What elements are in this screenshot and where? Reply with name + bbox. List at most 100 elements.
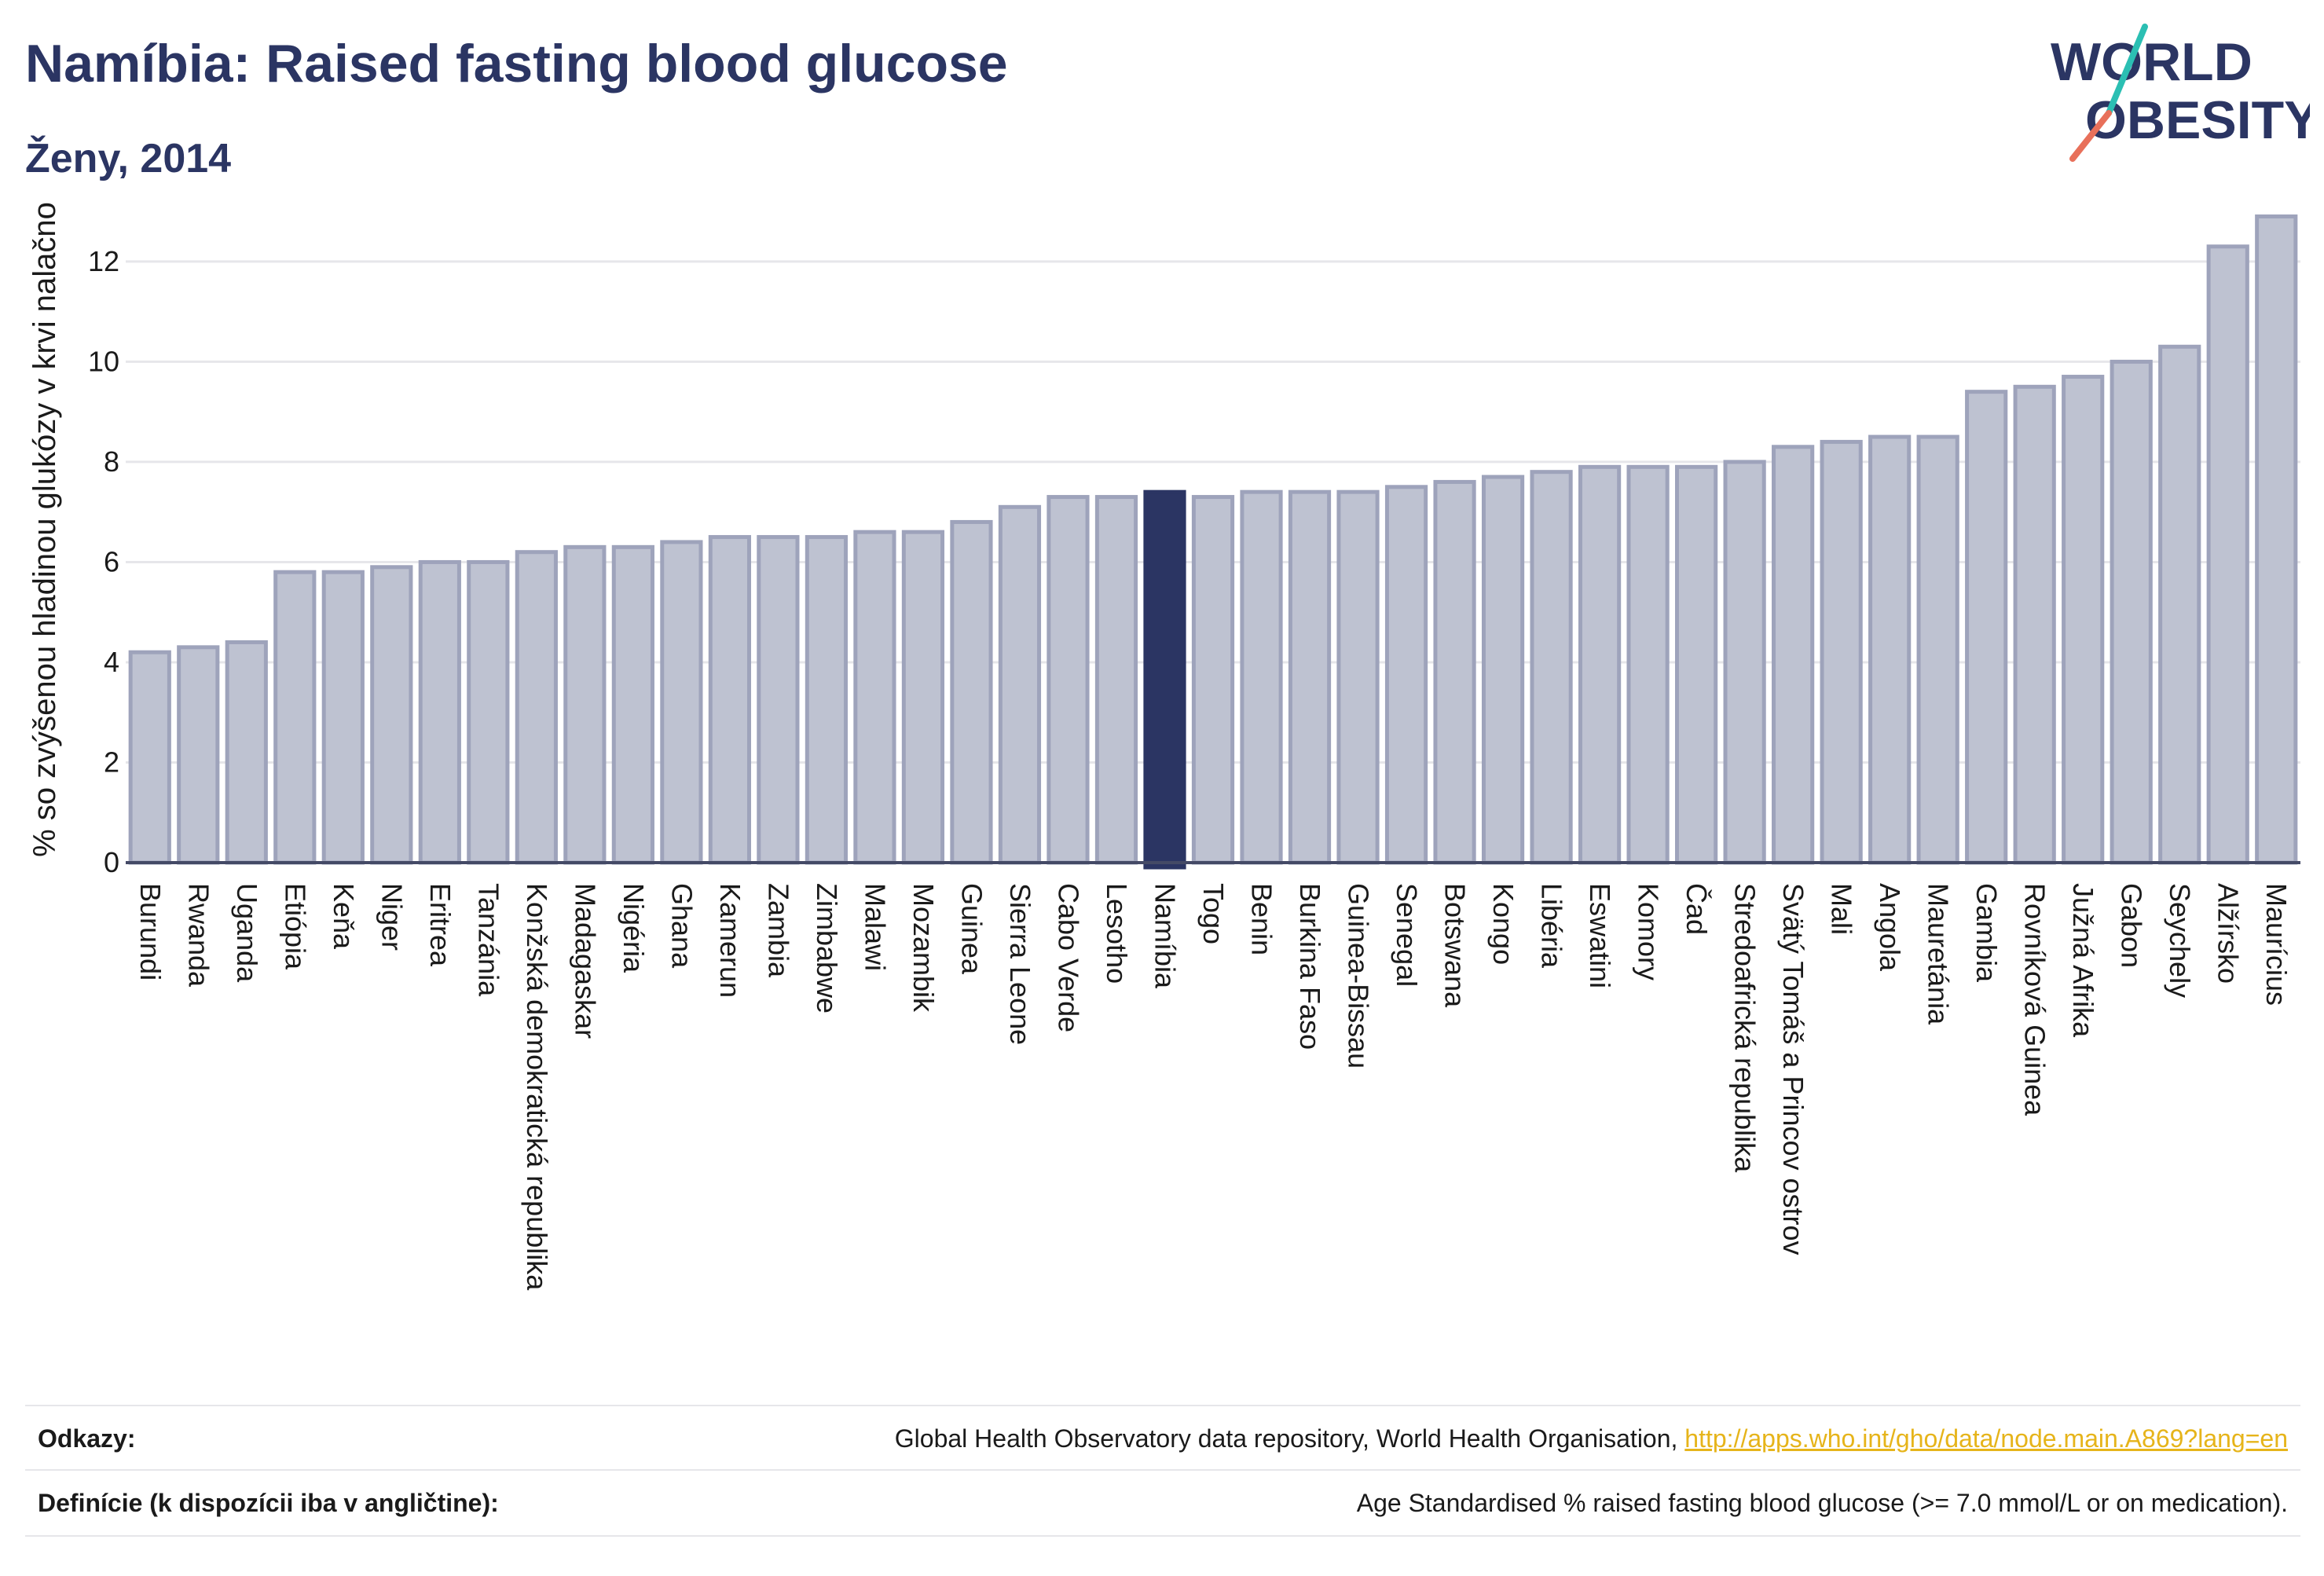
bar <box>128 650 171 865</box>
bar <box>2206 244 2249 865</box>
x-tick-label: Keňa <box>328 883 360 950</box>
x-tick-label: Eswatini <box>1584 883 1616 988</box>
bar <box>1384 485 1428 865</box>
bar <box>1675 464 1718 865</box>
logo-line2: OBESITY <box>2085 90 2310 150</box>
x-tick-label: Konžská demokratická republika <box>521 883 553 1291</box>
x-tick-label: Guinea-Bissau <box>1343 883 1375 1068</box>
bar <box>901 530 945 865</box>
x-axis-labels: Burundi Rwanda Uganda Etiópia Keňa Niger Eritr… <box>134 883 2293 1291</box>
definitions-row: Definície (k dispozícii iba v angličtine… <box>25 1469 2300 1537</box>
x-tick-label: Malawi <box>859 883 891 971</box>
y-tick-label: 2 <box>104 746 119 778</box>
x-tick-label: Svätý Tomáš a Princov ostrov <box>1777 883 1809 1255</box>
x-tick-label: Namíbia <box>1149 883 1181 989</box>
x-tick-label: Zambia <box>762 883 794 978</box>
bar <box>467 559 510 865</box>
bar <box>1626 464 1670 865</box>
x-tick-label: Čad <box>1681 883 1713 935</box>
y-tick-label: 6 <box>104 545 119 577</box>
bar-highlighted <box>1143 489 1186 870</box>
y-axis-title: % so zvýšenou hladinou glukózy v krvi na… <box>27 202 62 857</box>
x-tick-label: Burundi <box>134 883 167 980</box>
definitions-value: Age Standardised % raised fasting blood … <box>1356 1488 2288 1517</box>
bar <box>1047 495 1090 865</box>
bar <box>1288 489 1332 865</box>
x-tick-label: Ghana <box>665 883 698 969</box>
x-tick-label: Seychely <box>2164 883 2196 998</box>
bar <box>1481 475 1525 865</box>
x-tick-label: Madagaskar <box>569 883 601 1039</box>
y-tick-label: 4 <box>104 646 119 678</box>
y-tick-label: 12 <box>88 245 119 277</box>
bar <box>1191 495 1235 865</box>
bar <box>1723 460 1766 865</box>
x-tick-label: Botswana <box>1439 883 1472 1008</box>
x-tick-label: Cabo Verde <box>1052 883 1084 1032</box>
bar <box>1240 489 1283 865</box>
x-tick-label: Mali <box>1826 883 1858 935</box>
logo-line1: WORLD <box>2051 32 2253 92</box>
x-tick-label: Stredoafrická republika <box>1729 883 1761 1173</box>
bar <box>853 530 896 865</box>
x-tick-label: Angola <box>1874 883 1906 972</box>
x-tick-label: Sierra Leone <box>1004 883 1036 1045</box>
x-tick-label: Benin <box>1246 883 1278 955</box>
bar <box>177 645 220 865</box>
bar <box>321 570 365 865</box>
bar <box>1578 464 1622 865</box>
x-tick-label: Rwanda <box>182 883 214 988</box>
x-tick-label: Mauretánia <box>1923 883 1955 1025</box>
x-tick-label: Guinea <box>955 883 988 975</box>
bar <box>1094 495 1138 865</box>
bar <box>225 640 268 865</box>
bar <box>2062 375 2105 865</box>
x-tick-label: Južná Afrika <box>2067 883 2099 1038</box>
x-tick-label: Komory <box>1633 883 1665 980</box>
logo-slash-bottom <box>2069 110 2112 162</box>
y-tick-label: 0 <box>104 846 119 878</box>
x-tick-label: Tanzánia <box>472 883 504 997</box>
x-tick-label: Burkina Faso <box>1294 883 1326 1050</box>
bar <box>563 544 607 865</box>
bar <box>2013 384 2056 865</box>
bar <box>2255 214 2298 865</box>
x-tick-label: Senegal <box>1391 883 1423 987</box>
bar <box>1916 434 1959 865</box>
bar <box>998 504 1042 865</box>
x-tick-label: Rovníková Guinea <box>2019 883 2051 1116</box>
x-tick-label: Alžírsko <box>2212 883 2245 984</box>
bar <box>950 519 993 865</box>
x-tick-label: Niger <box>376 883 408 951</box>
references-label: Odkazy: <box>38 1424 136 1453</box>
bar <box>1868 434 1912 865</box>
bar <box>1965 390 2008 865</box>
bars <box>128 214 2298 870</box>
bar <box>708 535 751 865</box>
definitions-label: Definície (k dispozícii iba v angličtine… <box>38 1488 499 1517</box>
bar <box>805 535 849 865</box>
x-tick-label: Mozambik <box>907 883 940 1013</box>
bar <box>418 559 461 865</box>
x-tick-label: Eritrea <box>424 883 456 967</box>
x-tick-label: Nigéria <box>618 883 650 973</box>
bar <box>1336 489 1380 865</box>
references-link[interactable]: http://apps.who.int/gho/data/node.main.A… <box>1684 1424 2288 1453</box>
logo-slash-top <box>2106 24 2148 116</box>
x-tick-label: Uganda <box>231 883 263 983</box>
bar <box>1530 470 1573 865</box>
x-tick-label: Gabon <box>2116 883 2148 968</box>
world-obesity-logo: WORLD OBESITY <box>2051 24 2310 162</box>
x-tick-label: Lesotho <box>1101 883 1133 984</box>
bar-chart: 0 2 4 6 8 10 12 Burundi Rwanda Uganda Etiópia Keňa… <box>27 202 2300 1291</box>
bar <box>757 535 800 865</box>
y-axis-ticks: 0 2 4 6 8 10 12 <box>88 245 119 878</box>
page-subtitle: Ženy, 2014 <box>25 136 232 181</box>
x-tick-label: Kongo <box>1487 883 1519 965</box>
bar <box>370 565 413 865</box>
x-tick-label: Gambia <box>1970 883 2003 983</box>
references-value: Global Health Observatory data repositor… <box>895 1424 2300 1453</box>
bar <box>1433 479 1476 865</box>
page-title: Namíbia: Raised fasting blood glucose <box>25 34 1008 93</box>
x-tick-label: Etiópia <box>279 883 311 970</box>
